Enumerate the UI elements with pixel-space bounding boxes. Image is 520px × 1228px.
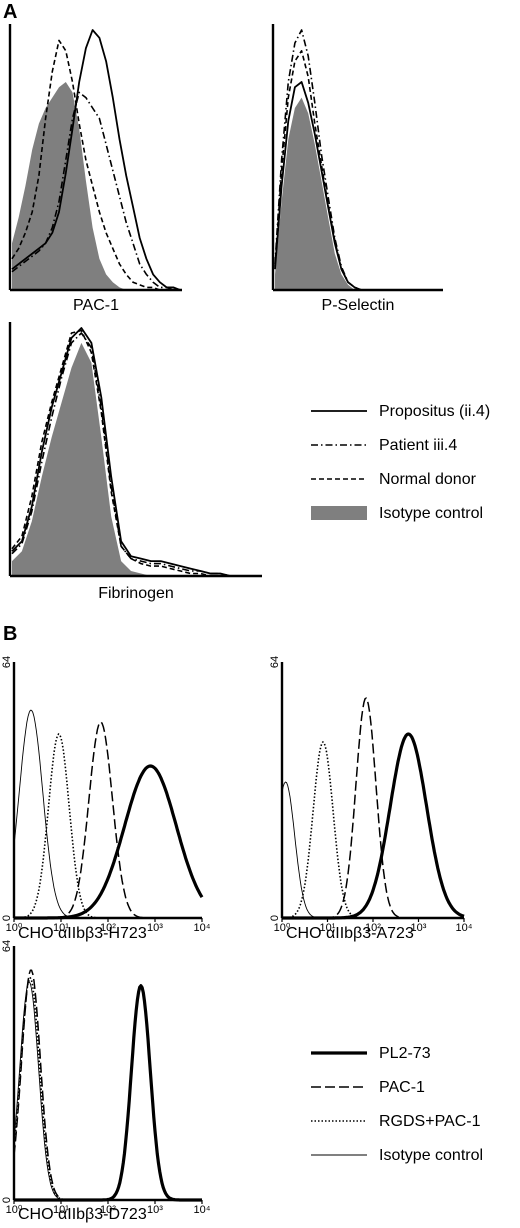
x-tick-label: 10¹ (53, 1204, 69, 1216)
x-axis-label: P-Selectin (322, 297, 395, 314)
series-pl2-73 (281, 732, 465, 920)
plot-cho-iib-3-h723: 10⁰ 10¹ 10² 10³ 10⁴ 0 64 CHO αIIbβ3-H723 (1, 656, 211, 942)
series-isotype-control (12, 342, 260, 576)
legend-label: RGDS+PAC-1 (379, 1113, 481, 1130)
y-tick-label: 0 (1, 915, 13, 921)
legend-item-normal-donor: Normal donor (311, 471, 477, 488)
x-tick-label: 10⁰ (274, 922, 291, 934)
plot-pac-1: PAC-1 (8, 24, 182, 314)
series-propositus-ii-4 (11, 29, 181, 291)
x-tick-label: 10¹ (53, 922, 69, 934)
legend-item-isotype-control: Isotype control (311, 505, 483, 522)
x-tick-label: 10⁴ (194, 922, 211, 934)
x-axis-label: CHO αIIbβ3-A723 (286, 925, 414, 942)
series-rgds-pac-1 (14, 733, 202, 919)
legend-label: PAC-1 (379, 1079, 425, 1096)
plot-cho-iib-3-d723: 10⁰ 10¹ 10² 10³ 10⁴ 0 64 CHO αIIbβ3-D723 (1, 940, 211, 1223)
series-normal-donor (11, 39, 180, 291)
legend-item-isotype-control: Isotype control (311, 1147, 483, 1164)
plot-cho-iib-3-a723: 10⁰ 10¹ 10² 10³ 10⁴ 0 64 CHO αIIbβ3-A723 (269, 656, 473, 942)
legend-item-patient-iii-4: Patient iii.4 (311, 437, 457, 454)
x-axis-label: CHO αIIbβ3-D723 (18, 1206, 147, 1223)
x-tick-label: 10³ (147, 922, 163, 934)
x-tick-label: 10¹ (320, 922, 336, 934)
x-tick-label: 10⁰ (6, 922, 23, 934)
legend-a: Propositus (ii.4) Patient iii.4 Normal don… (311, 403, 490, 522)
series-patient-iii-4 (11, 91, 180, 291)
y-tick-label: 64 (269, 656, 281, 668)
legend-b: PL2-73 PAC-1 RGDS+PAC-1 Isotype control (311, 1045, 483, 1164)
x-axis-label: CHO αIIbβ3-H723 (18, 925, 147, 942)
y-tick-label: 64 (1, 940, 13, 952)
y-tick-label: 64 (1, 656, 13, 668)
legend-label: Normal donor (379, 471, 477, 488)
legend-item-pac-1: PAC-1 (311, 1079, 425, 1096)
series-patient-iii-4 (11, 332, 260, 577)
panel-b-label: B (3, 623, 17, 645)
legend-label: Propositus (ii.4) (379, 403, 490, 420)
series-propositus-ii-4 (11, 327, 260, 577)
series-pac-1 (13, 969, 202, 1201)
legend-item-pl2-73: PL2-73 (311, 1045, 431, 1062)
legend-label: PL2-73 (379, 1045, 431, 1062)
legend-item-propositus-ii-4: Propositus (ii.4) (311, 403, 490, 420)
x-tick-label: 10² (100, 1204, 116, 1216)
plot-p-selectin: P-Selectin (271, 24, 443, 314)
x-tick-label: 10⁰ (6, 1204, 23, 1216)
series-rgds-pac-1 (13, 977, 202, 1201)
plot-fibrinogen: Fibrinogen (8, 322, 262, 602)
series-isotype-control (12, 82, 180, 290)
legend-label: Patient iii.4 (379, 437, 457, 454)
legend-label: Isotype control (379, 1147, 483, 1164)
legend-label: Isotype control (379, 505, 483, 522)
panel-a-label: A (3, 1, 17, 23)
x-axis-label: Fibrinogen (98, 585, 174, 602)
legend-item-rgds-pac-1: RGDS+PAC-1 (311, 1113, 481, 1130)
x-tick-label: 10³ (147, 1204, 163, 1216)
x-tick-label: 10⁴ (194, 1204, 211, 1216)
legend-swatch (311, 506, 367, 520)
y-tick-label: 0 (269, 915, 281, 921)
series-isotype-control (275, 97, 441, 290)
x-tick-label: 10³ (411, 922, 427, 934)
x-axis-label: PAC-1 (73, 297, 119, 314)
y-tick-label: 0 (1, 1197, 13, 1203)
x-tick-label: 10² (365, 922, 381, 934)
x-tick-label: 10⁴ (456, 922, 473, 934)
x-tick-label: 10² (100, 922, 116, 934)
